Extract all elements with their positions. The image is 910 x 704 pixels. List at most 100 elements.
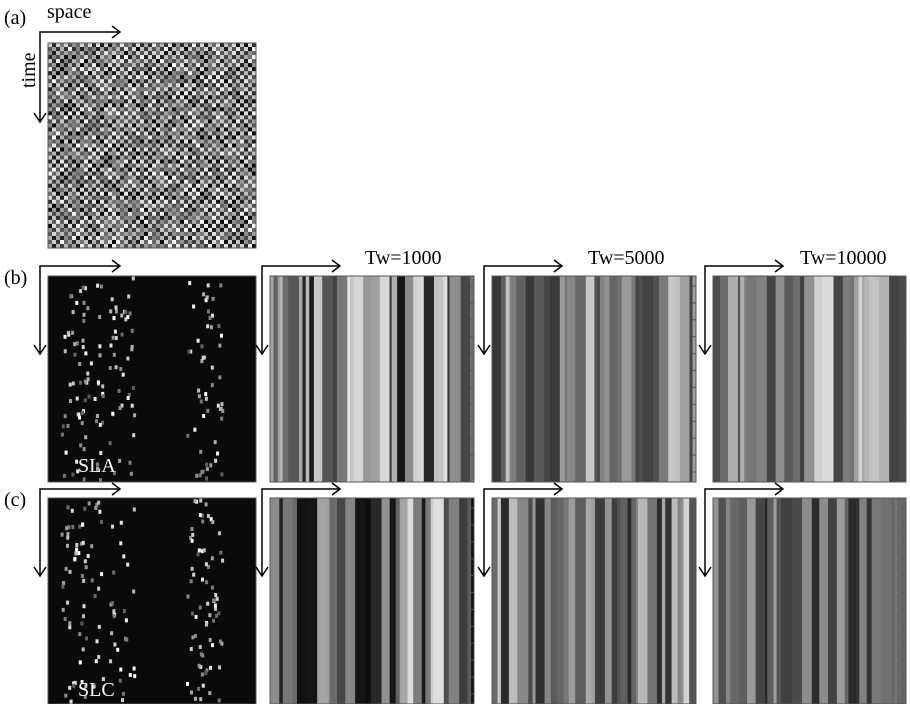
pixel <box>224 179 229 184</box>
pixel <box>200 107 205 112</box>
pixel <box>220 211 225 217</box>
pixel <box>60 215 65 221</box>
pixel <box>204 51 209 56</box>
pixel <box>64 43 69 48</box>
pixel <box>200 127 205 132</box>
pixel <box>252 159 257 164</box>
pixel <box>208 159 213 164</box>
pixel <box>68 43 73 48</box>
bright-pixel <box>84 286 87 291</box>
pixel <box>164 139 169 144</box>
bright-pixel <box>62 581 66 586</box>
bright-pixel <box>73 352 77 357</box>
pixel <box>104 47 109 52</box>
pixel <box>252 75 257 80</box>
pixel <box>80 195 85 201</box>
pixel <box>104 219 109 225</box>
bright-pixel <box>75 341 79 346</box>
bright-pixel <box>191 635 195 640</box>
pixel <box>192 147 197 152</box>
pixel <box>208 219 213 225</box>
pixel <box>176 175 181 180</box>
pixel <box>168 231 173 237</box>
pixel <box>116 103 121 108</box>
pixel <box>240 183 245 189</box>
pixel <box>252 115 257 120</box>
pixel <box>200 175 205 180</box>
pixel <box>184 219 189 225</box>
pixel <box>192 215 197 221</box>
pixel <box>152 107 157 112</box>
pixel <box>220 163 225 168</box>
stripe <box>423 276 435 482</box>
bright-pixel <box>218 343 222 348</box>
pixel <box>228 195 233 201</box>
pixel <box>100 195 105 201</box>
pixel <box>184 211 189 217</box>
pixel <box>212 59 217 64</box>
pixel <box>140 187 145 193</box>
pixel <box>240 67 245 72</box>
pixel <box>72 79 77 84</box>
pixel <box>132 79 137 84</box>
pixel <box>60 43 65 48</box>
pixel <box>196 183 201 189</box>
stripe <box>347 276 351 482</box>
pixel <box>124 211 129 217</box>
pixel <box>144 243 149 249</box>
pixel <box>84 131 89 136</box>
pixel <box>204 183 209 189</box>
pixel <box>120 55 125 60</box>
pixel <box>208 131 213 136</box>
pixel <box>248 199 253 205</box>
bright-pixel <box>218 665 221 670</box>
pixel <box>84 227 89 233</box>
pixel <box>180 99 185 104</box>
bright-pixel <box>77 412 81 417</box>
pixel <box>252 203 257 209</box>
pixel <box>240 43 245 48</box>
pixel <box>132 119 137 124</box>
pixel <box>92 51 97 56</box>
pixel <box>68 107 73 112</box>
pixel <box>124 67 129 72</box>
pixel <box>160 95 165 100</box>
pixel <box>112 63 117 68</box>
bright-pixel <box>63 334 67 339</box>
bright-pixel <box>82 300 86 305</box>
pixel <box>136 155 141 160</box>
pixel <box>220 151 225 156</box>
pixel <box>136 59 141 64</box>
pixel <box>156 183 161 189</box>
pixel <box>124 147 129 152</box>
pixel <box>144 127 149 132</box>
pixel <box>236 87 241 92</box>
bright-pixel <box>190 566 194 571</box>
pixel <box>148 175 153 180</box>
pixel <box>76 183 81 189</box>
stripe <box>891 498 895 704</box>
pixel <box>192 63 197 68</box>
pixel <box>148 67 153 72</box>
pixel <box>176 239 181 245</box>
pixel <box>240 75 245 80</box>
pixel <box>196 151 201 156</box>
bright-pixel <box>200 359 204 364</box>
pixel <box>192 55 197 60</box>
pixel <box>208 155 213 160</box>
pixel <box>184 167 189 172</box>
pixel <box>148 219 153 225</box>
pixel <box>212 143 217 148</box>
pixel <box>216 219 221 225</box>
pixel <box>88 227 93 233</box>
pixel <box>108 71 113 76</box>
pixel <box>104 167 109 172</box>
bright-pixel <box>75 396 79 401</box>
pixel <box>60 187 65 193</box>
pixel <box>68 59 73 64</box>
pixel <box>148 159 153 164</box>
pixel <box>192 171 197 176</box>
pixel <box>128 87 133 92</box>
pixel <box>56 235 61 241</box>
pixel <box>76 219 81 225</box>
